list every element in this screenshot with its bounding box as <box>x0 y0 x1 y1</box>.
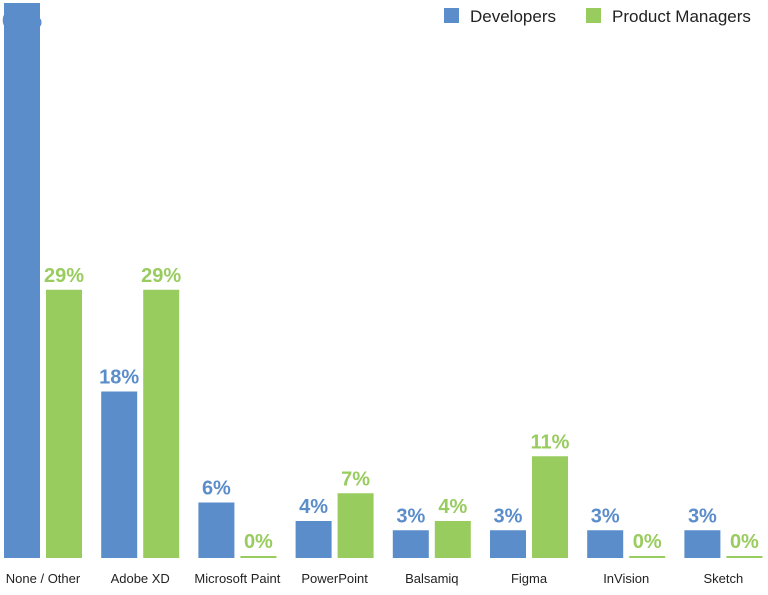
x-tick-label-balsamiq: Balsamiq <box>405 571 458 586</box>
value-label-developers-balsamiq: 3% <box>396 505 425 527</box>
x-tick-label-powerpoint: PowerPoint <box>301 571 368 586</box>
bar-product-managers-invision <box>629 556 666 558</box>
bar-product-managers-microsoft-paint <box>240 556 277 558</box>
bar-developers-balsamiq <box>392 530 429 558</box>
value-label-developers-sketch: 3% <box>688 505 717 527</box>
bar-product-managers-adobe-xd <box>143 289 180 558</box>
value-label-product-managers-microsoft-paint: 0% <box>244 531 273 553</box>
value-label-developers-figma: 3% <box>494 505 523 527</box>
bars-group <box>4 3 763 558</box>
bar-developers-adobe-xd <box>101 391 138 558</box>
value-label-product-managers-invision: 0% <box>633 531 662 553</box>
value-label-product-managers-balsamiq: 4% <box>438 496 467 518</box>
value-label-product-managers-powerpoint: 7% <box>341 468 370 490</box>
bar-developers-sketch <box>684 530 721 558</box>
bar-product-managers-balsamiq <box>434 521 471 558</box>
x-tick-label-sketch: Sketch <box>704 571 744 586</box>
bar-product-managers-none-other <box>46 289 82 558</box>
value-label-developers-microsoft-paint: 6% <box>202 478 231 500</box>
x-tick-label-adobe-xd: Adobe XD <box>111 571 170 586</box>
x-tick-label-invision: InVision <box>603 571 649 586</box>
bar-developers-figma <box>490 530 526 558</box>
value-label-product-managers-adobe-xd: 29% <box>141 265 181 287</box>
value-label-developers-none-other: 60% <box>2 10 42 32</box>
value-label-developers-invision: 3% <box>591 505 620 527</box>
value-label-developers-powerpoint: 4% <box>299 496 328 518</box>
value-label-product-managers-none-other: 29% <box>44 265 84 287</box>
legend-label-developers: Developers <box>470 7 556 26</box>
legend-swatch-product-managers <box>586 8 601 23</box>
legend-label-product-managers: Product Managers <box>612 7 751 26</box>
bar-product-managers-sketch <box>726 556 763 558</box>
bar-product-managers-powerpoint <box>337 493 374 558</box>
x-tick-label-microsoft-paint: Microsoft Paint <box>194 571 280 586</box>
legend: Developers Product Managers <box>444 7 751 26</box>
value-label-product-managers-sketch: 0% <box>730 531 759 553</box>
bar-developers-none-other <box>4 3 40 558</box>
x-tick-labels-group: None / Other Adobe XD Microsoft Paint Power… <box>6 571 743 586</box>
bar-developers-powerpoint <box>295 521 332 558</box>
value-labels-group: 60% 29% 18% 29% 6% 0% 4% 7% 3% 4% 3% 11% 3% 0% 3% 0% <box>2 10 759 553</box>
legend-swatch-developers <box>444 8 459 23</box>
bar-developers-microsoft-paint <box>198 502 235 558</box>
bar-developers-invision <box>587 530 624 558</box>
x-tick-label-figma: Figma <box>511 571 548 586</box>
value-label-developers-adobe-xd: 18% <box>99 367 139 389</box>
value-label-product-managers-figma: 11% <box>531 431 570 453</box>
bar-product-managers-figma <box>532 456 568 558</box>
x-tick-label-none-other: None / Other <box>6 571 81 586</box>
